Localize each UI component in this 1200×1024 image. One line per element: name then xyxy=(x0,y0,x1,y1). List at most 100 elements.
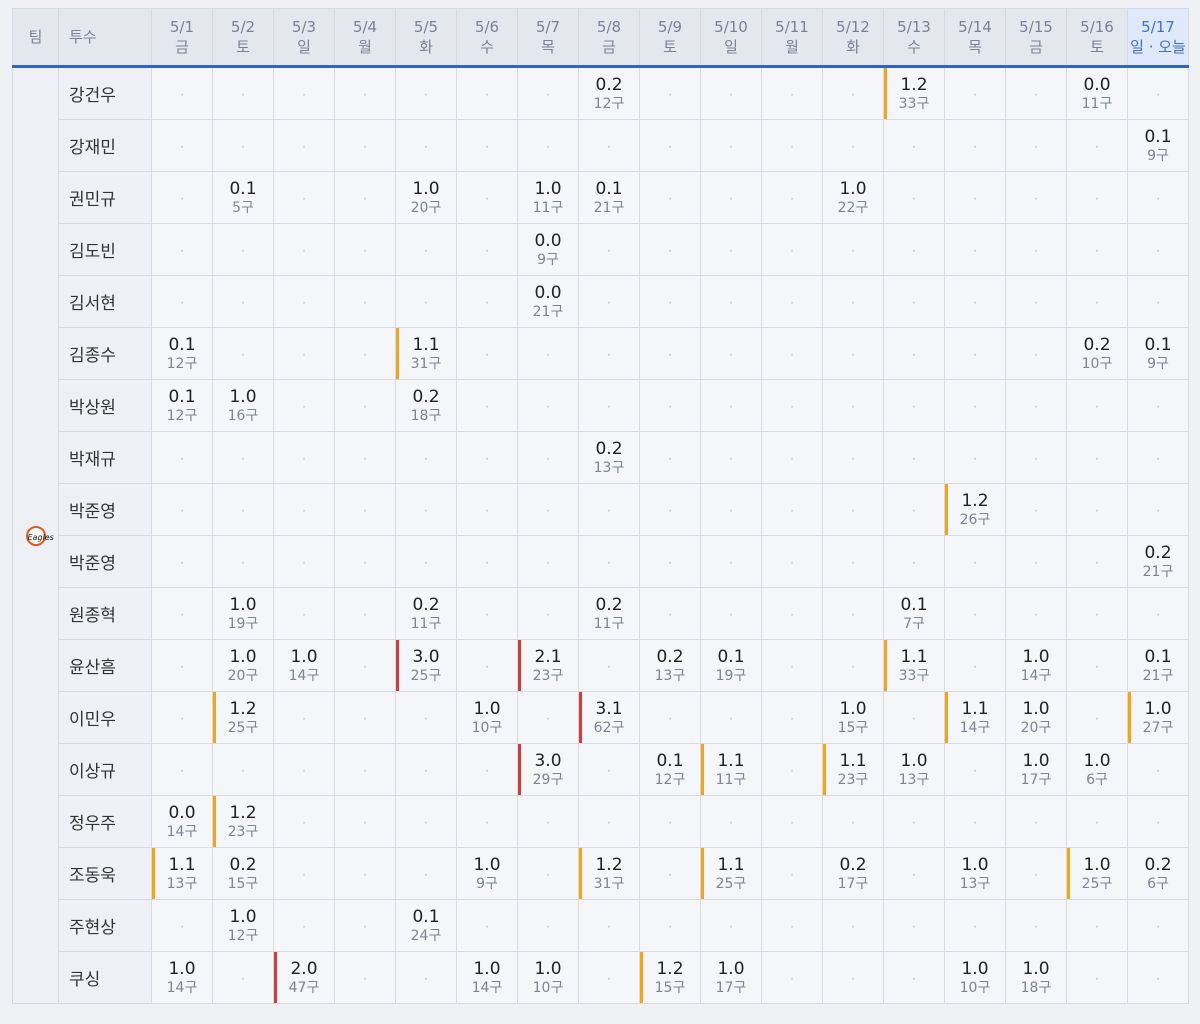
appearance-cell[interactable]: 2.1 23구 xyxy=(517,639,579,692)
appearance-cell[interactable]: 1.2 15구 xyxy=(639,951,701,1004)
appearance-cell[interactable]: 1.1 31구 xyxy=(395,327,457,380)
appearance-cell[interactable]: 0.1 5구 xyxy=(212,171,274,224)
pitcher-name[interactable]: 강재민 xyxy=(58,119,152,172)
pitcher-name[interactable]: 윤산흠 xyxy=(58,639,152,692)
appearance-cell[interactable]: 1.1 14구 xyxy=(944,691,1006,744)
appearance-cell[interactable]: 1.0 11구 xyxy=(517,171,579,224)
appearance-cell[interactable]: 1.0 13구 xyxy=(883,743,945,796)
date-column-header[interactable]: 5/6 수 xyxy=(456,8,518,67)
appearance-cell[interactable]: 1.0 9구 xyxy=(456,847,518,900)
pitcher-name[interactable]: 김도빈 xyxy=(58,223,152,276)
appearance-cell[interactable]: 1.0 20구 xyxy=(395,171,457,224)
appearance-cell[interactable]: 0.1 9구 xyxy=(1127,327,1189,380)
appearance-cell[interactable]: 1.1 33구 xyxy=(883,639,945,692)
appearance-cell[interactable]: 0.0 9구 xyxy=(517,223,579,276)
pitcher-name[interactable]: 이민우 xyxy=(58,691,152,744)
appearance-cell[interactable]: 0.0 14구 xyxy=(151,795,213,848)
appearance-cell[interactable]: 3.0 29구 xyxy=(517,743,579,796)
appearance-cell[interactable]: 0.0 11구 xyxy=(1066,66,1128,120)
date-column-header[interactable]: 5/16 토 xyxy=(1066,8,1128,67)
appearance-cell[interactable]: 3.1 62구 xyxy=(578,691,640,744)
appearance-cell[interactable]: 0.2 21구 xyxy=(1127,535,1189,588)
appearance-cell[interactable]: 1.0 10구 xyxy=(456,691,518,744)
appearance-cell[interactable]: 1.1 25구 xyxy=(700,847,762,900)
date-column-header[interactable]: 5/10 일 xyxy=(700,8,762,67)
appearance-cell[interactable]: 1.1 13구 xyxy=(151,847,213,900)
pitcher-name[interactable]: 원종혁 xyxy=(58,587,152,640)
appearance-cell[interactable]: 1.0 15구 xyxy=(822,691,884,744)
appearance-cell[interactable]: 1.0 20구 xyxy=(1005,691,1067,744)
date-column-header[interactable]: 5/8 금 xyxy=(578,8,640,67)
appearance-cell[interactable]: 0.1 7구 xyxy=(883,587,945,640)
appearance-cell[interactable]: 1.0 6구 xyxy=(1066,743,1128,796)
appearance-cell[interactable]: 1.0 22구 xyxy=(822,171,884,224)
appearance-cell[interactable]: 1.2 25구 xyxy=(212,691,274,744)
appearance-cell[interactable]: 1.0 13구 xyxy=(944,847,1006,900)
appearance-cell[interactable]: 0.2 12구 xyxy=(578,66,640,120)
appearance-cell[interactable]: 0.1 12구 xyxy=(639,743,701,796)
date-column-header[interactable]: 5/12 화 xyxy=(822,8,884,67)
pitcher-name[interactable]: 김서현 xyxy=(58,275,152,328)
pitcher-name[interactable]: 박재규 xyxy=(58,431,152,484)
date-column-header[interactable]: 5/9 토 xyxy=(639,8,701,67)
pitcher-name[interactable]: 박상원 xyxy=(58,379,152,432)
date-column-header[interactable]: 5/14 목 xyxy=(944,8,1006,67)
pitcher-name[interactable]: 쿠싱 xyxy=(58,951,152,1004)
pitcher-name[interactable]: 정우주 xyxy=(58,795,152,848)
appearance-cell[interactable]: 0.2 10구 xyxy=(1066,327,1128,380)
appearance-cell[interactable]: 1.0 18구 xyxy=(1005,951,1067,1004)
date-column-header[interactable]: 5/15 금 xyxy=(1005,8,1067,67)
appearance-cell[interactable]: 1.1 11구 xyxy=(700,743,762,796)
date-column-header[interactable]: 5/5 화 xyxy=(395,8,457,67)
appearance-cell[interactable]: 1.2 26구 xyxy=(944,483,1006,536)
date-column-header[interactable]: 5/7 목 xyxy=(517,8,579,67)
appearance-cell[interactable]: 0.2 17구 xyxy=(822,847,884,900)
appearance-cell[interactable]: 1.0 14구 xyxy=(456,951,518,1004)
appearance-cell[interactable]: 0.2 11구 xyxy=(578,587,640,640)
appearance-cell[interactable]: 1.0 14구 xyxy=(1005,639,1067,692)
pitcher-name[interactable]: 조동욱 xyxy=(58,847,152,900)
appearance-cell[interactable]: 0.2 11구 xyxy=(395,587,457,640)
pitcher-name[interactable]: 김종수 xyxy=(58,327,152,380)
appearance-cell[interactable]: 0.2 13구 xyxy=(578,431,640,484)
appearance-cell[interactable]: 0.1 21구 xyxy=(1127,639,1189,692)
appearance-cell[interactable]: 0.2 15구 xyxy=(212,847,274,900)
appearance-cell[interactable]: 0.1 12구 xyxy=(151,379,213,432)
appearance-cell[interactable]: 1.0 10구 xyxy=(517,951,579,1004)
appearance-cell[interactable]: 0.1 24구 xyxy=(395,899,457,952)
appearance-cell[interactable]: 0.2 13구 xyxy=(639,639,701,692)
appearance-cell[interactable]: 1.0 10구 xyxy=(944,951,1006,1004)
appearance-cell[interactable]: 1.0 16구 xyxy=(212,379,274,432)
appearance-cell[interactable]: 0.2 6구 xyxy=(1127,847,1189,900)
pitcher-name[interactable]: 박준영 xyxy=(58,535,152,588)
pitcher-column-header[interactable]: 투수 xyxy=(58,8,152,67)
appearance-cell[interactable]: 1.0 12구 xyxy=(212,899,274,952)
appearance-cell[interactable]: 1.0 14구 xyxy=(273,639,335,692)
appearance-cell[interactable]: 1.1 23구 xyxy=(822,743,884,796)
pitcher-name[interactable]: 이상규 xyxy=(58,743,152,796)
date-column-header[interactable]: 5/3 일 xyxy=(273,8,335,67)
date-column-header[interactable]: 5/11 월 xyxy=(761,8,823,67)
appearance-cell[interactable]: 3.0 25구 xyxy=(395,639,457,692)
appearance-cell[interactable]: 1.0 14구 xyxy=(151,951,213,1004)
appearance-cell[interactable]: 1.0 20구 xyxy=(212,639,274,692)
appearance-cell[interactable]: 0.2 18구 xyxy=(395,379,457,432)
appearance-cell[interactable]: 1.0 17구 xyxy=(700,951,762,1004)
appearance-cell[interactable]: 0.1 9구 xyxy=(1127,119,1189,172)
appearance-cell[interactable]: 1.0 27구 xyxy=(1127,691,1189,744)
appearance-cell[interactable]: 1.2 33구 xyxy=(883,66,945,120)
appearance-cell[interactable]: 1.0 17구 xyxy=(1005,743,1067,796)
appearance-cell[interactable]: 0.1 12구 xyxy=(151,327,213,380)
team-column-header[interactable]: 팀 xyxy=(12,8,59,67)
appearance-cell[interactable]: 1.0 19구 xyxy=(212,587,274,640)
date-column-header[interactable]: 5/1 금 xyxy=(151,8,213,67)
eagles-logo-icon[interactable]: Eagles xyxy=(25,526,54,546)
pitcher-name[interactable]: 주현상 xyxy=(58,899,152,952)
appearance-cell[interactable]: 0.0 21구 xyxy=(517,275,579,328)
appearance-cell[interactable]: 1.0 25구 xyxy=(1066,847,1128,900)
appearance-cell[interactable]: 0.1 21구 xyxy=(578,171,640,224)
appearance-cell[interactable]: 1.2 31구 xyxy=(578,847,640,900)
date-column-header[interactable]: 5/13 수 xyxy=(883,8,945,67)
pitcher-name[interactable]: 박준영 xyxy=(58,483,152,536)
date-column-header[interactable]: 5/2 토 xyxy=(212,8,274,67)
